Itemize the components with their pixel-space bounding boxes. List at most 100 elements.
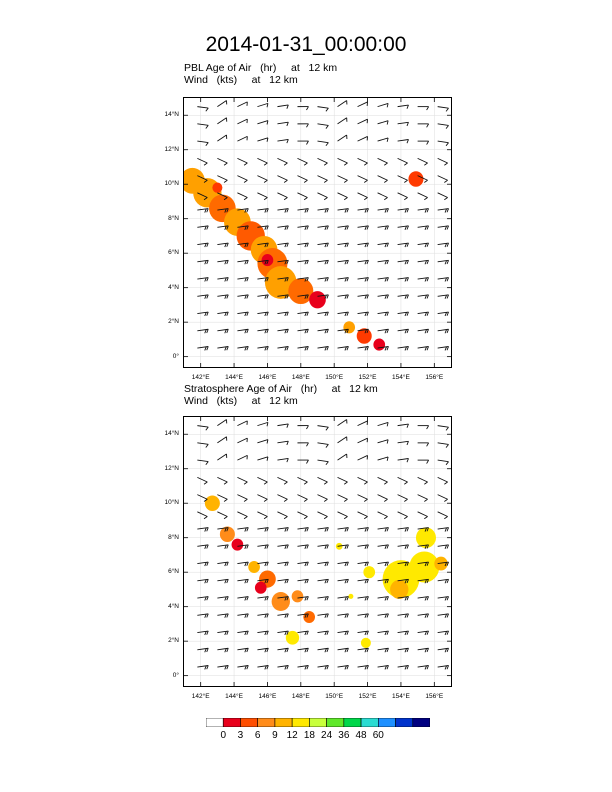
colorbar-segment <box>291 718 310 727</box>
pbl-wind-barb <box>297 157 308 166</box>
pbl-wind-barb <box>357 175 368 183</box>
pbl-wind-barb <box>377 157 388 166</box>
pbl-wind-barb <box>417 192 428 201</box>
pbl-wind-barb <box>337 225 349 230</box>
strat-wind-barb <box>197 647 209 653</box>
pbl-wind-barb <box>257 175 268 183</box>
strat-wind-barb <box>277 494 288 502</box>
pbl-wind-barb <box>237 346 249 351</box>
pbl-wind-barb <box>257 311 269 317</box>
colorbar-segment <box>274 718 293 727</box>
pbl-age-blob <box>408 171 424 187</box>
strat-wind-barb <box>377 476 388 485</box>
strat-wind-barb <box>397 458 409 463</box>
colorbar-label: 9 <box>272 730 278 741</box>
strat-wind-barb <box>197 596 209 601</box>
pbl-wind-barb <box>357 101 368 108</box>
pbl-wind-barb <box>397 192 408 201</box>
strat-wind-barb <box>337 544 349 549</box>
strat-wind-barb <box>277 457 289 463</box>
strat-wind-barb <box>237 454 248 461</box>
strat-wind-barb <box>397 647 409 653</box>
strat-wind-barb <box>257 511 268 520</box>
strat-wind-barb <box>257 613 269 618</box>
pbl-wind-barb <box>397 311 409 317</box>
strat-wind-barb <box>397 630 409 636</box>
strat-wind-barb <box>317 476 328 485</box>
pbl-wind-barb <box>197 259 209 265</box>
strat-wind-barb <box>197 665 209 670</box>
colorbar-segment <box>326 718 345 727</box>
strat-wind-barb <box>357 578 369 584</box>
pbl-ytick-label: 8°N <box>168 214 179 222</box>
pbl-wind-barb <box>257 102 269 108</box>
pbl-wind-barb <box>237 277 249 282</box>
strat-wind-barb <box>297 527 309 532</box>
pbl-wind-barb <box>337 277 349 282</box>
pbl-wind-barb <box>337 328 349 334</box>
pbl-wind-barb <box>417 294 429 299</box>
strat-wind-barb <box>317 527 329 532</box>
pbl-wind-barb <box>377 137 389 142</box>
strat-wind-barb <box>217 544 229 549</box>
pbl-wind-barb <box>217 346 229 351</box>
pbl-wind-barb <box>357 192 368 201</box>
strat-wind-barb <box>377 456 389 461</box>
colorbar-segment <box>222 718 241 727</box>
pbl-wind-barb <box>277 157 288 166</box>
strat-wind-barb <box>357 544 369 549</box>
pbl-xtick-label: 142°E <box>191 374 210 381</box>
strat-age-blob <box>415 527 436 549</box>
strat-wind-barb <box>217 665 229 670</box>
strat-age-blob <box>248 560 260 574</box>
pbl-age-blob <box>309 291 326 309</box>
strat-wind-barb <box>357 665 369 670</box>
pbl-wind-barb <box>217 157 228 166</box>
pbl-wind-barb <box>297 140 309 145</box>
strat-wind-barb <box>357 527 369 532</box>
strat-map-svg <box>184 417 451 686</box>
strat-wind-barb <box>357 476 368 485</box>
pbl-wind-barb <box>297 225 309 230</box>
strat-wind-barb <box>237 561 249 567</box>
pbl-wind-barb <box>317 140 329 147</box>
strat-wind-barb <box>277 511 288 520</box>
pbl-ytick-label: 6°N <box>168 249 179 257</box>
strat-wind-barb <box>417 494 428 502</box>
pbl-wind-barb <box>337 134 348 142</box>
strat-wind-barb <box>297 476 308 485</box>
strat-wind-barb <box>297 425 309 430</box>
strat-wind-barb <box>217 578 229 584</box>
strat-wind-barb <box>377 578 389 584</box>
strat-wind-barb <box>417 647 429 653</box>
pbl-map-panel <box>183 97 452 368</box>
pbl-wind-barb <box>217 328 229 334</box>
strat-wind-barb <box>217 596 229 601</box>
colorbar-label: 48 <box>355 730 367 741</box>
strat-wind-barb <box>257 421 269 427</box>
strat-wind-barb <box>397 561 409 567</box>
strat-age-blob <box>291 590 304 603</box>
pbl-wind-barb <box>237 259 249 265</box>
pbl-wind-barb <box>417 277 429 282</box>
strat-wind-barb <box>197 630 209 636</box>
pbl-wind-barb <box>277 225 289 230</box>
colorbar-segment <box>309 718 327 727</box>
colorbar-segment <box>240 718 258 727</box>
strat-wind-barb <box>297 578 309 584</box>
pbl-wind-barb <box>397 121 409 127</box>
strat-wind-barb <box>317 561 329 567</box>
colorbar-label: 0 <box>220 730 226 741</box>
pbl-age-blob <box>343 321 356 334</box>
strat-wind-barb <box>197 578 209 584</box>
pbl-wind-barb <box>197 277 209 282</box>
pbl-wind-barb <box>357 259 369 265</box>
strat-xtick-label: 144°E <box>225 693 243 700</box>
pbl-wind-barb <box>217 134 228 142</box>
pbl-wind-barb <box>257 208 269 213</box>
pbl-wind-barb <box>397 139 409 144</box>
strat-ytick-label: 0° <box>172 671 179 679</box>
pbl-wind-barb <box>277 311 289 317</box>
strat-wind-barb <box>337 665 349 670</box>
strat-wind-barb <box>417 596 429 601</box>
